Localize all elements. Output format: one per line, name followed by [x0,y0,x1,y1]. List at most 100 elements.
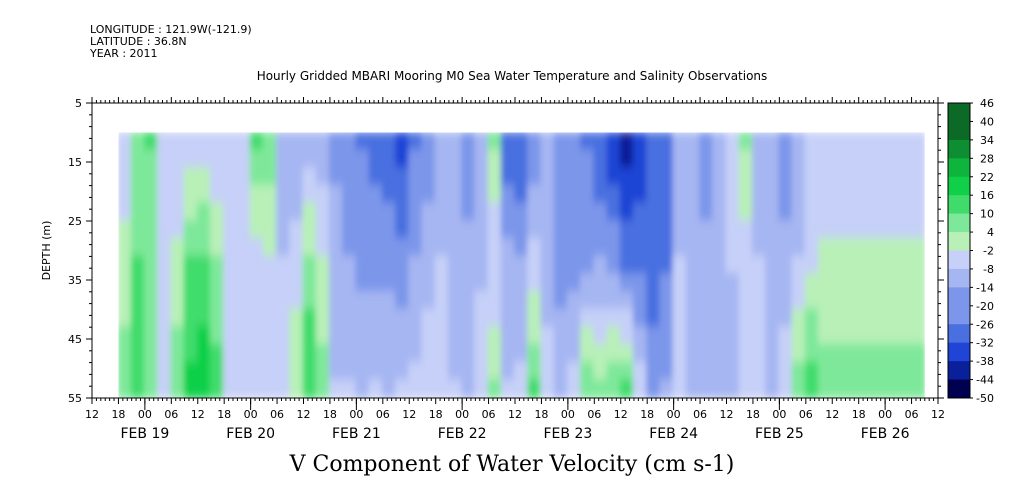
heatmap-cell [249,255,265,276]
heatmap-cell [818,184,925,205]
heatmap-cell [315,132,331,152]
heatmap-cell [725,184,741,205]
colorbar-label: -14 [976,281,994,294]
heatmap-cell [487,308,503,329]
heatmap-cell [461,290,477,311]
heatmap-cell [276,361,292,382]
heatmap-cell [143,308,160,329]
heatmap-cell [183,290,199,311]
heatmap-cell [474,132,490,152]
heatmap-cell [791,273,807,293]
heatmap-cell [223,379,239,398]
heatmap-cell [315,361,331,382]
heatmap-cell [672,202,688,222]
heatmap-cell [765,273,781,293]
heatmap-cell [209,166,226,187]
heatmap-cell [461,308,477,329]
heatmap-cell [395,361,411,382]
heatmap-cell [249,343,265,364]
heatmap-cell [421,255,437,276]
x-tick-label: 12 [191,408,205,421]
heatmap-cell [738,149,754,169]
heatmap-cell [527,255,543,276]
heatmap-cell [818,220,925,240]
heatmap-cell [395,237,411,258]
heatmap-cell [659,326,675,346]
x-tick-label: 00 [667,408,681,421]
heatmap-cell [289,132,305,152]
heatmap-cell [659,166,675,187]
x-tick-label: 18 [640,408,654,421]
colorbar-label: -32 [976,337,994,350]
heatmap-cell [514,255,530,276]
heatmap-cell [632,132,649,152]
heatmap-cell [606,166,622,187]
heatmap-cell [751,132,768,152]
heatmap-cell [196,237,212,258]
heatmap-cell [487,361,503,382]
heatmap-cell [606,132,622,152]
colorbar-label: 46 [980,97,994,110]
heatmap-cell [632,326,649,346]
heatmap-cell [249,166,265,187]
heatmap-cell [381,379,398,398]
heatmap-cell [249,290,265,311]
heatmap-cell [355,220,371,240]
heatmap-cell [262,326,279,346]
heatmap-cell [461,184,477,205]
heatmap-cell [342,361,358,382]
heatmap-cell [778,184,794,205]
heatmap-cell [487,132,503,152]
heatmap-cell [659,202,675,222]
heatmap-cell [276,202,292,222]
heatmap-cell [289,361,305,382]
heatmap-cell [355,132,371,152]
heatmap-cell [818,149,925,169]
heatmap-cell [500,326,516,346]
heatmap-cell [685,326,702,346]
heatmap-cell [236,326,252,346]
heatmap-cell [130,308,146,329]
heatmap-cell [328,166,345,187]
heatmap-cell [818,132,925,152]
heatmap-cell [130,202,146,222]
heatmap-cell [500,290,516,311]
heatmap-cell [474,202,490,222]
heatmap-cell [646,361,662,382]
heatmap-cell [672,255,688,276]
heatmap-cell [302,220,318,240]
heatmap-cell [170,255,186,276]
heatmap-cell [593,273,609,293]
heatmap-cell [196,379,212,398]
heatmap-cell [765,361,781,382]
heatmap-cell [725,379,741,398]
heatmap-cell [632,379,649,398]
heatmap-cell [791,343,807,364]
heatmap-cell [223,273,239,293]
heatmap-cell [527,379,543,398]
heatmap-cell [566,308,583,329]
heatmap-cell [408,273,424,293]
heatmap-cell [646,308,662,329]
heatmap-cell [434,220,450,240]
heatmap-cell [646,184,662,205]
heatmap-cell [368,184,384,205]
heatmap-cell [751,290,768,311]
heatmap-cell [685,290,702,311]
heatmap-cell [157,220,173,240]
heatmap-cell [540,273,556,293]
heatmap-cell [157,149,173,169]
heatmap-cell [157,202,173,222]
heatmap-cell [447,290,464,311]
heatmap-cell [580,149,596,169]
heatmap-cell [342,202,358,222]
heatmap-cell [646,132,662,152]
heatmap-cell [593,237,609,258]
heatmap-cell [778,361,794,382]
heatmap-cell [553,255,569,276]
heatmap-cell [289,184,305,205]
heatmap-cell [368,220,384,240]
heatmap-cell [236,132,252,152]
heatmap-cell [143,202,160,222]
heatmap-cell [487,149,503,169]
